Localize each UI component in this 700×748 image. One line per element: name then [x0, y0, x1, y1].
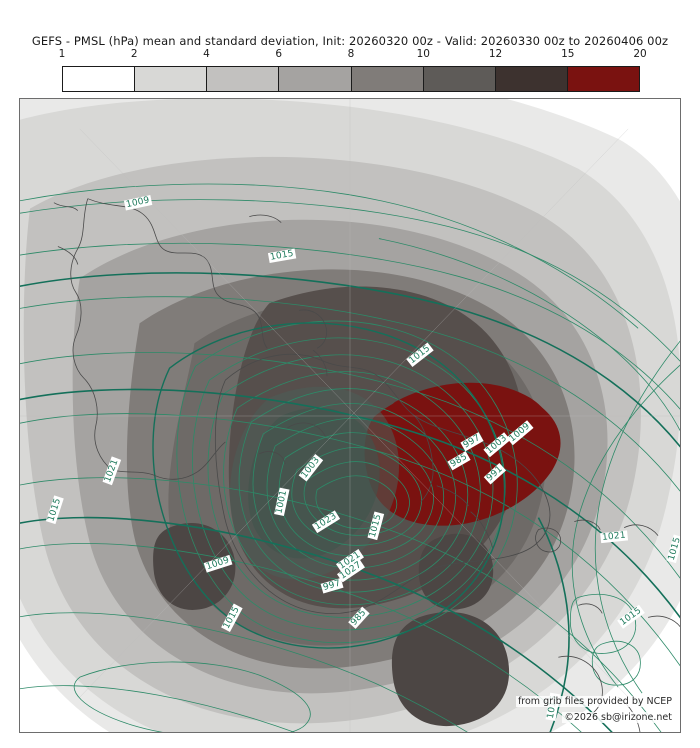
colorbar-tick-12: 12: [488, 48, 503, 60]
inner-low-core2: [248, 407, 380, 559]
map-canvas: [20, 99, 680, 732]
colorbar-band-4-6: [207, 67, 280, 91]
colorbar-tick-labels: 1 2 4 6 8 10 12 15 20: [58, 48, 647, 62]
colorbar-tick-6: 6: [275, 48, 283, 60]
chart-title-bar: GEFS - PMSL (hPa) mean and standard devi…: [0, 30, 700, 49]
colorbar-bands: [62, 66, 640, 92]
colorbar-band-12-15: [495, 67, 568, 91]
colorbar-tick-2: 2: [130, 48, 138, 60]
colorbar-tick-20: 20: [633, 48, 647, 60]
colorbar-band-15-20: [567, 67, 639, 91]
colorbar-band-1-2: [63, 67, 136, 91]
colorbar-tick-1: 1: [58, 48, 66, 60]
band-12-15-right: [418, 533, 494, 610]
pmsl-contours: [20, 183, 680, 732]
band-12-15-bottom: [391, 612, 510, 727]
colorbar-band-2-4: [135, 67, 208, 91]
colorbar-band-6-8: [279, 67, 352, 91]
colorbar-band-10-12: [423, 67, 496, 91]
graticule: [20, 99, 680, 732]
colorbar-legend: 1 2 4 6 8 10 12 15 20: [58, 48, 647, 92]
coastlines: [53, 198, 680, 732]
page-title: GEFS - PMSL (hPa) mean and standard devi…: [31, 34, 669, 48]
attribution-copyright: ©2026 sb@irizone.net: [562, 712, 674, 723]
colorbar-tick-10: 10: [416, 48, 430, 60]
colorbar-band-8-10: [351, 67, 424, 91]
colorbar-tick-15: 15: [561, 48, 575, 60]
colorbar-tick-8: 8: [347, 48, 355, 60]
map-plot-area[interactable]: 1009 1015 1015 1021 1015 1003 1001 1023 1015 1009…: [19, 98, 681, 733]
colorbar-tick-4: 4: [203, 48, 210, 60]
attribution-source: from grib files provided by NCEP: [515, 696, 674, 707]
